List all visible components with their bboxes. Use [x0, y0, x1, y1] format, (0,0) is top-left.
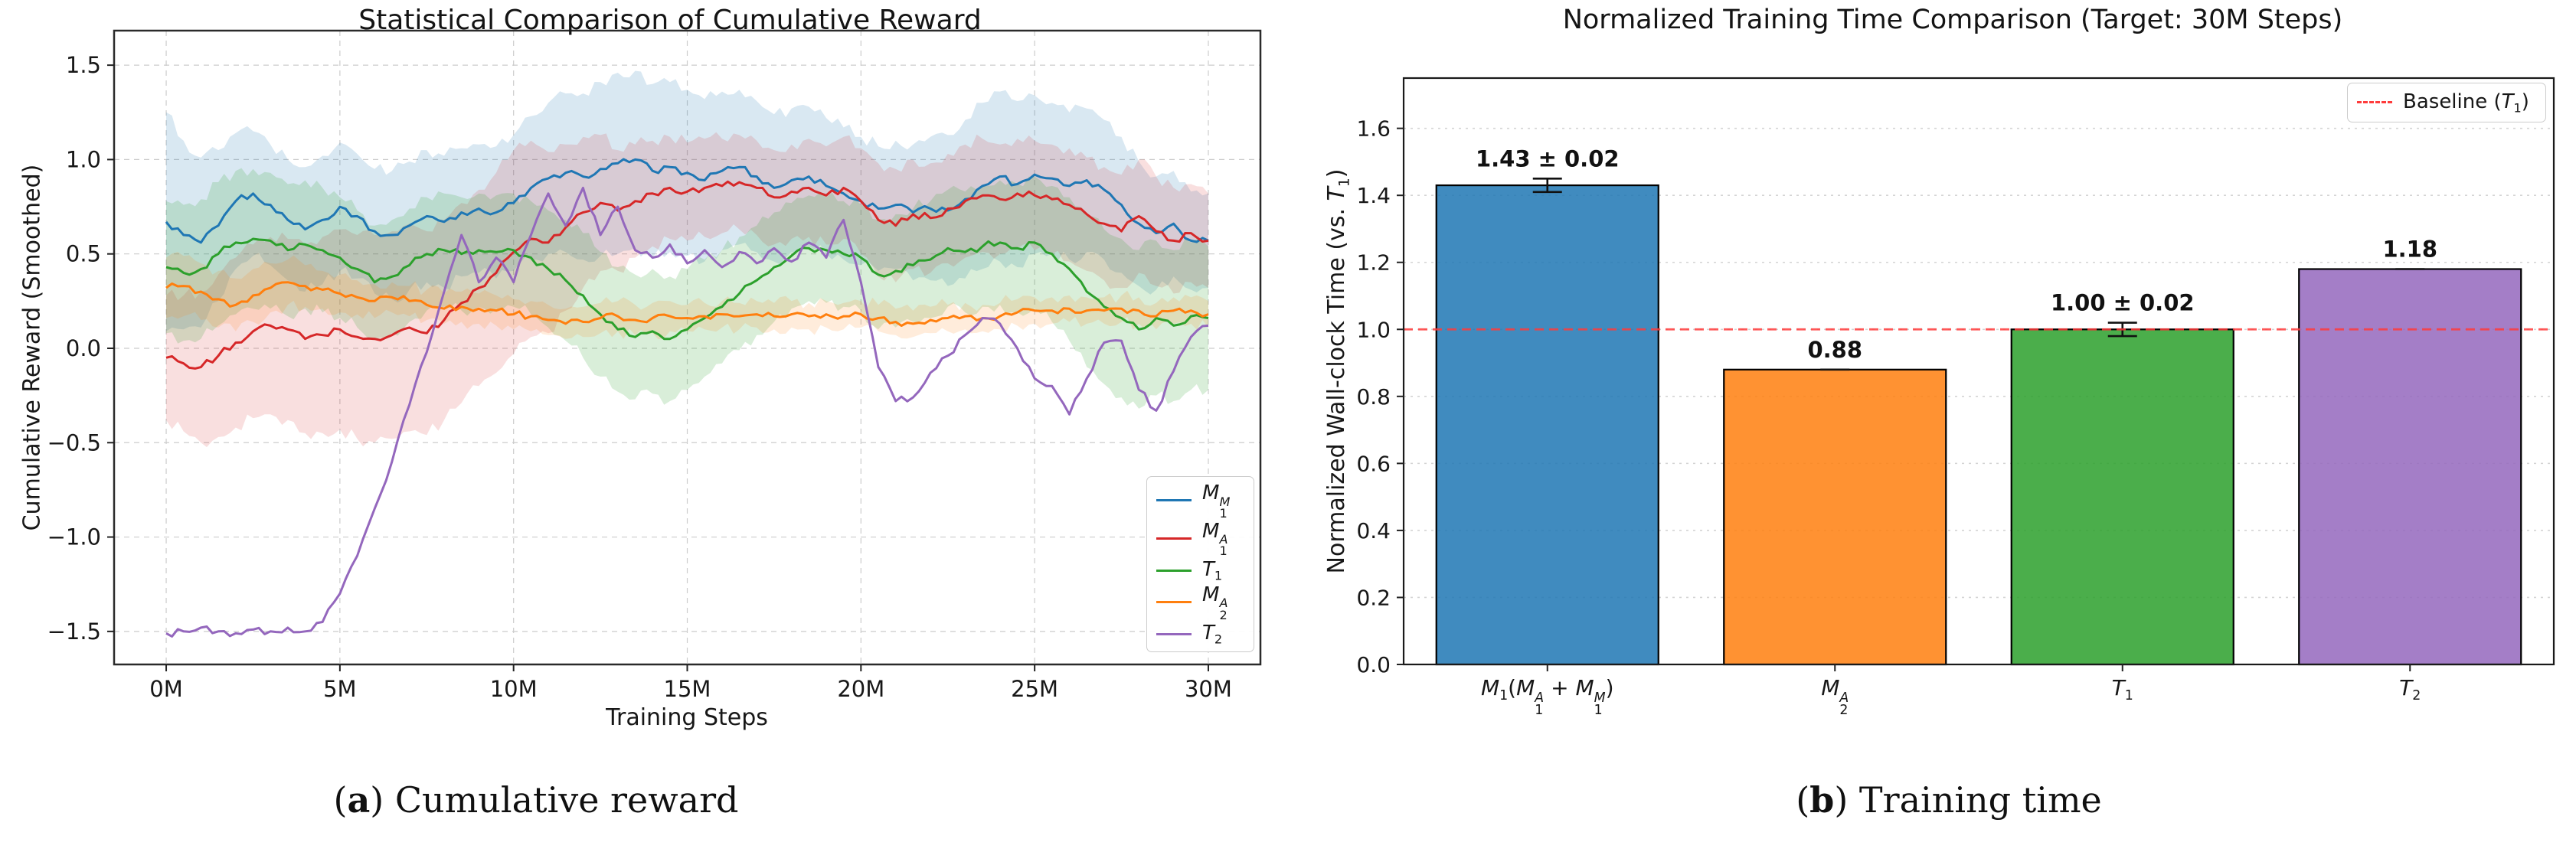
bar-M1: [1435, 184, 1659, 666]
caption-a-paren-open: (: [333, 779, 348, 821]
chart-a-xtick-30M: 30M: [1185, 676, 1232, 702]
chart-b-axes: 0.0 0.2 0.4 0.6 0.8 1.0 1.2 1.4 1.6: [1356, 77, 2555, 677]
band-T1: [166, 168, 1208, 409]
chart-a-xtick-0M: 0M: [149, 676, 182, 702]
caption-b-text: ) Training time: [1834, 779, 2102, 821]
chart-b-y-axis-label: Normalized Wall-clock Time (vs. T1): [1322, 168, 1353, 574]
caption-a: (a) Cumulative reward: [333, 779, 738, 821]
legend-item-baseline: Baseline (T1): [2348, 90, 2545, 116]
caption-b-paren-open: (: [1796, 779, 1810, 821]
bar-value-label-T1: 1.00 ± 0.02: [2051, 290, 2195, 316]
legend-line-sample-T1: [1156, 569, 1192, 572]
chart-a-xtick-10M: 10M: [490, 676, 538, 702]
bar-value-label-M1: 1.43 ± 0.02: [1476, 145, 1620, 171]
chart-a-x-axis-label: Training Steps: [606, 704, 768, 731]
chart-a-ytick-1.0: 1.0: [66, 146, 101, 172]
chart-b-ytick-0.6: 0.6: [1356, 451, 1391, 476]
chart-a-ytick-−0.5: −0.5: [47, 429, 101, 455]
bar-T2: [2298, 268, 2522, 666]
series-line-M1A: [165, 180, 1209, 370]
band-M1M: [166, 70, 1208, 331]
legend-line-sample-M2A: [1156, 601, 1192, 604]
chart-b-ytick-0.4: 0.4: [1356, 518, 1391, 544]
legend-item-T1: T1: [1147, 558, 1254, 583]
chart-a-xtick-15M: 15M: [664, 676, 711, 702]
chart-a-series-lines: [165, 158, 1209, 638]
series-line-T1: [165, 237, 1209, 341]
chart-b-title: Normalized Training Time Comparison (Tar…: [1562, 5, 2343, 35]
chart-b-ytick-1.6: 1.6: [1356, 116, 1391, 142]
chart-b-category-label-T1: T1: [2111, 675, 2133, 704]
chart-b-category-label-M1: M1(M A 1 + M M 1): [1480, 675, 1614, 719]
legend-label-baseline: Baseline (T1): [2403, 90, 2529, 116]
chart-a-title: Statistical Comparison of Cumulative Rew…: [358, 5, 982, 36]
series-line-M1M: [165, 158, 1209, 244]
chart-a-ytick-0.0: 0.0: [66, 335, 101, 361]
chart-b-ytick-0.8: 0.8: [1356, 384, 1391, 410]
caption-b-letter: b: [1809, 779, 1835, 821]
chart-b-legend: Baseline (T1): [2347, 83, 2546, 122]
caption-b: (b) Training time: [1796, 779, 2102, 821]
chart-a-ytick-1.5: 1.5: [66, 52, 101, 78]
legend-line-sample-T2: [1156, 632, 1192, 635]
chart-a-xtick-5M: 5M: [323, 676, 356, 702]
legend-label-T1: T1: [1202, 557, 1223, 583]
chart-a-xtick-25M: 25M: [1011, 676, 1058, 702]
chart-b-ytick-1.4: 1.4: [1356, 183, 1391, 208]
chart-a-ytick-−1.5: −1.5: [47, 619, 101, 645]
errorbar-M1: [1532, 178, 1562, 194]
chart-a-xtick-20M: 20M: [837, 676, 884, 702]
legend-label-T2: T2: [1202, 621, 1223, 647]
chart-b-ytick-0.0: 0.0: [1356, 652, 1391, 677]
chart-b-ytick-0.2: 0.2: [1356, 585, 1391, 610]
chart-a-ytick-−1.0: −1.0: [47, 524, 101, 550]
legend-line-sample-M1M: [1156, 499, 1192, 502]
series-line-M2A: [165, 281, 1209, 327]
caption-a-letter: a: [347, 779, 371, 821]
bar-value-label-M2A: 0.88: [1807, 337, 1862, 363]
bar-T1: [2010, 328, 2234, 666]
bar-value-label-T2: 1.18: [2382, 236, 2437, 262]
legend-item-T2: T2: [1147, 622, 1254, 647]
chart-a-y-axis-label: Cumulative Reward (Smoothed): [18, 164, 46, 531]
legend-line-sample-M1A: [1156, 537, 1192, 540]
chart-a-axes: 0M 5M 10M 15M 20M 25M 30M 1.5 1.0 0.5 0.0 −0.5 −1.0 −…: [47, 29, 1262, 702]
chart-a-legend: M M 1 M A 1 T1 M A 2 T2: [1146, 476, 1254, 652]
bar-M2A: [1723, 368, 1947, 666]
chart-b-category-label-T2: T2: [2399, 675, 2421, 704]
chart-a-ytick-0.5: 0.5: [66, 241, 101, 267]
chart-b-ytick-1.2: 1.2: [1356, 250, 1391, 276]
caption-a-text: ) Cumulative reward: [370, 779, 739, 821]
legend-dashed-line-sample: [2357, 101, 2392, 104]
chart-b-bars: 1.43 ± 0.02 0.88 1.00 ± 0.02 1.18: [1435, 145, 2522, 666]
chart-b-ytick-1.0: 1.0: [1356, 317, 1391, 342]
series-line-T2: [165, 186, 1209, 638]
